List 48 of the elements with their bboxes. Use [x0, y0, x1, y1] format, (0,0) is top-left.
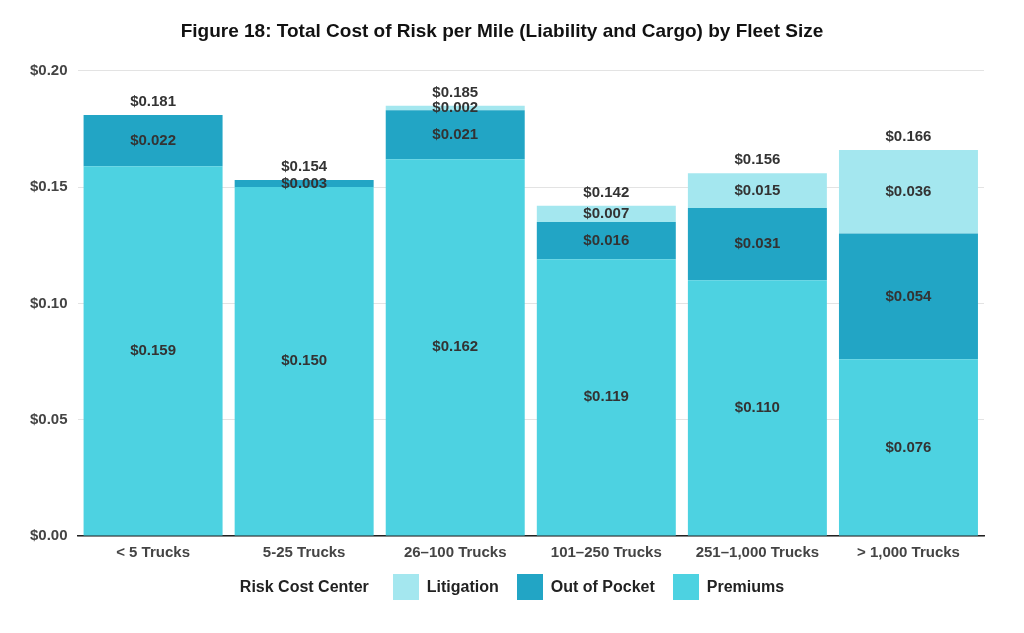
x-tick-label: > 1,000 Trucks	[856, 543, 960, 561]
x-tick-label: 101–250 Trucks	[550, 543, 662, 561]
data-label: $0.015	[734, 180, 781, 198]
bar	[838, 233, 978, 360]
legend-label: Premiums	[706, 578, 785, 596]
bar	[385, 159, 525, 536]
bar	[687, 173, 827, 209]
bar	[838, 359, 978, 536]
data-label: $0.076	[885, 437, 932, 455]
y-tick-label: $0.05	[29, 409, 68, 427]
legend-title: Risk Cost Center	[239, 578, 369, 596]
total-label: $0.166	[885, 127, 932, 145]
data-label: $0.054	[885, 286, 933, 304]
legend-label: Litigation	[426, 578, 499, 596]
x-tick-label: < 5 Trucks	[116, 543, 190, 561]
data-label: $0.162	[432, 337, 479, 355]
data-label: $0.159	[130, 340, 177, 358]
data-label: $0.002	[432, 98, 479, 116]
data-label: $0.119	[583, 387, 629, 405]
y-tick-label: $0.10	[29, 293, 68, 311]
bar	[83, 166, 223, 536]
total-label: $0.156	[734, 150, 781, 168]
data-label: $0.031	[734, 234, 781, 252]
data-label: $0.150	[281, 351, 328, 369]
y-tick-label: $0.00	[29, 526, 68, 544]
total-label: $0.142	[583, 182, 630, 200]
data-label: $0.016	[583, 230, 630, 248]
legend-label: Out of Pocket	[550, 578, 655, 596]
bar	[536, 221, 676, 260]
data-label: $0.021	[432, 124, 479, 142]
bar	[83, 114, 223, 167]
bar	[687, 280, 827, 536]
data-label: $0.110	[734, 397, 780, 415]
x-tick-label: 251–1,000 Trucks	[695, 543, 820, 561]
chart-title: Figure 18: Total Cost of Risk per Mile (Liability and Cargo) by Fleet Size	[180, 19, 824, 41]
data-label: $0.022	[130, 130, 177, 148]
bar	[687, 208, 827, 281]
x-tick-label: 5-25 Trucks	[262, 543, 346, 561]
data-label: $0.036	[885, 181, 932, 199]
total-label: $0.181	[130, 92, 177, 110]
bar	[536, 259, 676, 536]
y-tick-label: $0.15	[29, 177, 68, 195]
x-tick-label: 26–100 Trucks	[403, 543, 507, 561]
total-label: $0.185	[432, 82, 479, 100]
data-label: $0.007	[583, 203, 630, 221]
y-tick-label: $0.20	[29, 60, 68, 78]
bar	[838, 149, 978, 234]
total-label: $0.154	[281, 157, 328, 175]
